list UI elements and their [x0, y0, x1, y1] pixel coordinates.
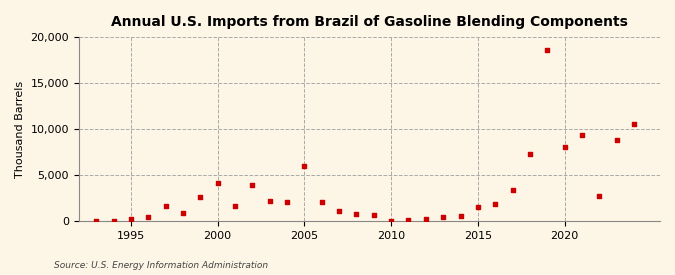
Point	[91, 219, 102, 223]
Point	[247, 183, 258, 187]
Point	[594, 194, 605, 198]
Point	[507, 188, 518, 192]
Point	[195, 195, 206, 199]
Point	[421, 217, 431, 221]
Point	[438, 215, 449, 219]
Point	[317, 200, 327, 204]
Point	[455, 213, 466, 218]
Point	[212, 181, 223, 186]
Point	[524, 152, 535, 156]
Point	[472, 205, 483, 210]
Point	[628, 122, 639, 127]
Point	[403, 218, 414, 222]
Point	[490, 202, 501, 207]
Y-axis label: Thousand Barrels: Thousand Barrels	[15, 81, 25, 178]
Title: Annual U.S. Imports from Brazil of Gasoline Blending Components: Annual U.S. Imports from Brazil of Gasol…	[111, 15, 628, 29]
Point	[299, 164, 310, 168]
Point	[230, 204, 240, 208]
Point	[333, 209, 344, 213]
Point	[281, 200, 292, 204]
Point	[160, 204, 171, 208]
Point	[126, 217, 136, 221]
Point	[108, 218, 119, 223]
Point	[178, 211, 188, 215]
Text: Source: U.S. Energy Information Administration: Source: U.S. Energy Information Administ…	[54, 260, 268, 270]
Point	[542, 48, 553, 52]
Point	[612, 138, 622, 142]
Point	[385, 218, 396, 223]
Point	[559, 144, 570, 149]
Point	[369, 212, 379, 217]
Point	[143, 215, 154, 219]
Point	[265, 199, 275, 203]
Point	[351, 211, 362, 216]
Point	[576, 132, 587, 137]
